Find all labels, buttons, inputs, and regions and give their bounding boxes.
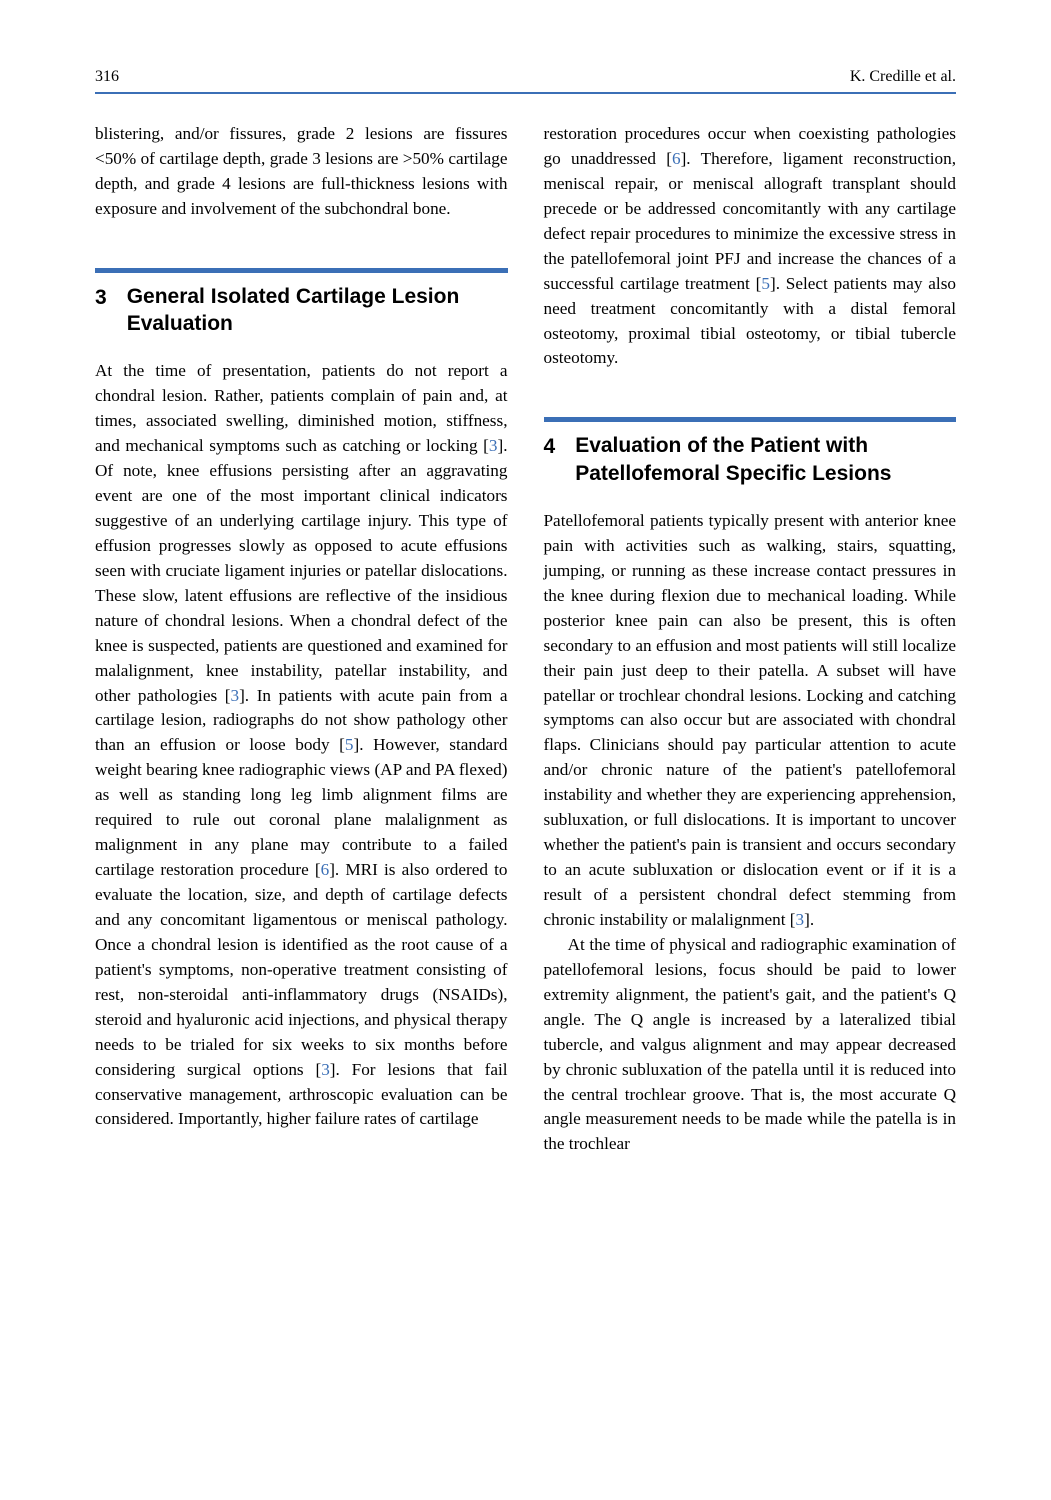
citation-link[interactable]: 6 (321, 860, 330, 879)
citation-link[interactable]: 3 (321, 1060, 330, 1079)
page-number: 316 (95, 68, 119, 86)
section-3-heading: 3 General Isolated Cartilage Lesion Eval… (95, 268, 508, 338)
section-title: General Isolated Cartilage Lesion Evalua… (127, 283, 508, 338)
section-title: Evaluation of the Patient with Patellofe… (575, 432, 956, 487)
body-columns: blistering, and/or fissures, grade 2 les… (95, 122, 956, 1157)
section-rule (544, 417, 957, 422)
citation-link[interactable]: 3 (796, 910, 805, 929)
column-2-continuation: restoration procedures occur when coexis… (544, 122, 957, 371)
section-4-paragraph-1: Patellofemoral patients typically presen… (544, 509, 957, 933)
citation-link[interactable]: 3 (230, 686, 239, 705)
section-4-paragraph-2: At the time of physical and radiographic… (544, 933, 957, 1157)
citation-link[interactable]: 5 (345, 735, 354, 754)
section-number: 3 (95, 283, 107, 313)
section-rule (95, 268, 508, 273)
header-rule (95, 92, 956, 94)
section-3-paragraph: At the time of presentation, patients do… (95, 359, 508, 1132)
section-number: 4 (544, 432, 556, 462)
running-header: 316 K. Credille et al. (95, 68, 956, 86)
section-4-heading: 4 Evaluation of the Patient with Patello… (544, 417, 957, 487)
continuation-paragraph: blistering, and/or fissures, grade 2 les… (95, 122, 508, 222)
citation-link[interactable]: 6 (672, 149, 681, 168)
citation-link[interactable]: 5 (761, 274, 770, 293)
running-head-authors: K. Credille et al. (850, 68, 956, 86)
